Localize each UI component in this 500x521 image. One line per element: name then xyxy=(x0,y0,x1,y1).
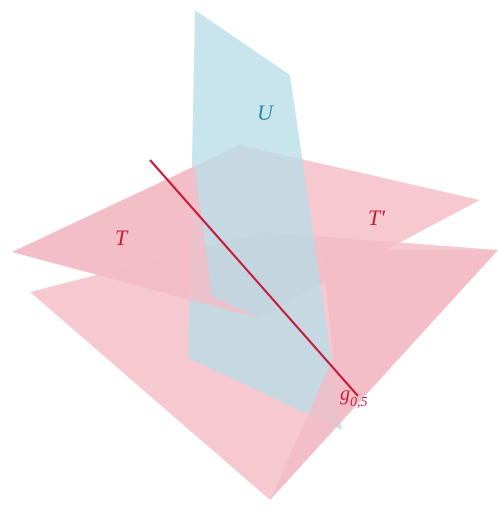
label-t: T xyxy=(115,225,129,250)
label-t-prime: T′ xyxy=(368,205,386,230)
label-u: U xyxy=(257,100,275,125)
